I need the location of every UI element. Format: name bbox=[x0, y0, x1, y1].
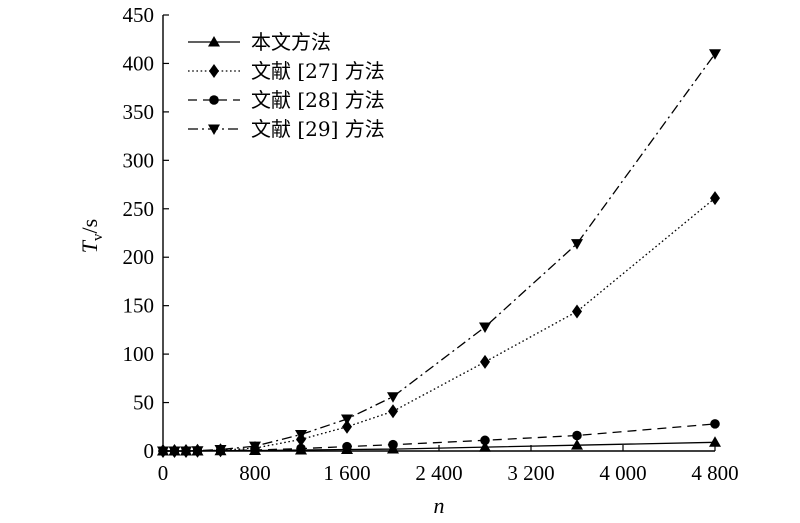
x-tick-label: 0 bbox=[158, 461, 169, 485]
legend-entry: 文献 [29] 方法 bbox=[188, 117, 385, 141]
legend-entry: 文献 [27] 方法 bbox=[188, 59, 385, 83]
y-axis-label-unit: /s bbox=[77, 219, 102, 234]
data-point bbox=[157, 446, 169, 457]
data-point bbox=[572, 430, 582, 441]
legend-marker bbox=[209, 95, 219, 105]
y-tick-label: 50 bbox=[133, 391, 154, 415]
data-point bbox=[388, 439, 398, 450]
data-point bbox=[341, 414, 353, 426]
data-point bbox=[249, 441, 261, 453]
x-tick-label: 3 200 bbox=[507, 461, 554, 485]
series-4 bbox=[157, 49, 721, 457]
data-point bbox=[480, 354, 490, 369]
series-line bbox=[163, 197, 716, 452]
x-tick-label: 4 800 bbox=[691, 461, 738, 485]
y-tick-label: 100 bbox=[123, 342, 155, 366]
legend-label: 文献 [27] 方法 bbox=[251, 59, 385, 83]
data-point bbox=[168, 446, 181, 457]
x-tick-label: 4 000 bbox=[599, 461, 646, 485]
data-point bbox=[180, 446, 192, 457]
y-tick-label: 450 bbox=[123, 3, 155, 27]
legend-label: 文献 [28] 方法 bbox=[251, 88, 385, 112]
y-tick-label: 350 bbox=[123, 100, 155, 124]
series-line bbox=[163, 53, 716, 452]
data-point bbox=[296, 443, 306, 454]
legend-marker bbox=[208, 36, 220, 47]
data-point bbox=[342, 419, 352, 434]
data-point bbox=[710, 191, 720, 206]
legend-label: 本文方法 bbox=[251, 30, 331, 54]
legend-label: 文献 [29] 方法 bbox=[251, 117, 385, 141]
y-tick-label: 250 bbox=[123, 197, 155, 221]
series-layer bbox=[157, 49, 721, 458]
data-point bbox=[709, 49, 721, 60]
data-point bbox=[572, 304, 582, 319]
data-point bbox=[342, 441, 352, 452]
data-point bbox=[479, 322, 491, 333]
data-point bbox=[295, 430, 307, 441]
data-point bbox=[571, 439, 583, 450]
x-axis-label: n bbox=[434, 493, 445, 518]
y-tick-label: 400 bbox=[123, 51, 155, 75]
y-tick-label: 0 bbox=[144, 439, 155, 463]
data-point bbox=[388, 404, 398, 419]
legend-marker bbox=[209, 64, 219, 78]
x-tick-label: 2 400 bbox=[415, 461, 462, 485]
data-point bbox=[214, 445, 227, 456]
x-tick-label: 1 600 bbox=[323, 461, 370, 485]
legend-entry: 文献 [28] 方法 bbox=[188, 88, 385, 112]
y-axis-label-main: T bbox=[77, 239, 102, 253]
y-tick-label: 200 bbox=[123, 245, 155, 269]
legend-entry: 本文方法 bbox=[188, 30, 331, 54]
y-axis-label: Tv/s bbox=[77, 219, 106, 253]
data-point bbox=[709, 436, 721, 447]
y-axis-label-subscript: v bbox=[90, 233, 106, 241]
data-point bbox=[710, 419, 720, 429]
y-tick-label: 300 bbox=[123, 148, 155, 172]
data-point bbox=[571, 239, 583, 250]
series-2 bbox=[158, 191, 720, 458]
legend-marker bbox=[208, 124, 220, 135]
y-tick-label: 150 bbox=[123, 294, 155, 318]
axes: 0 50 100 150 200 250 300 350 400 450 0 800 1 600 2 40… bbox=[123, 3, 739, 485]
data-point bbox=[480, 435, 490, 446]
data-point bbox=[191, 446, 204, 457]
data-point bbox=[479, 441, 491, 452]
x-tick-label: 800 bbox=[239, 461, 271, 485]
data-point bbox=[387, 392, 399, 403]
